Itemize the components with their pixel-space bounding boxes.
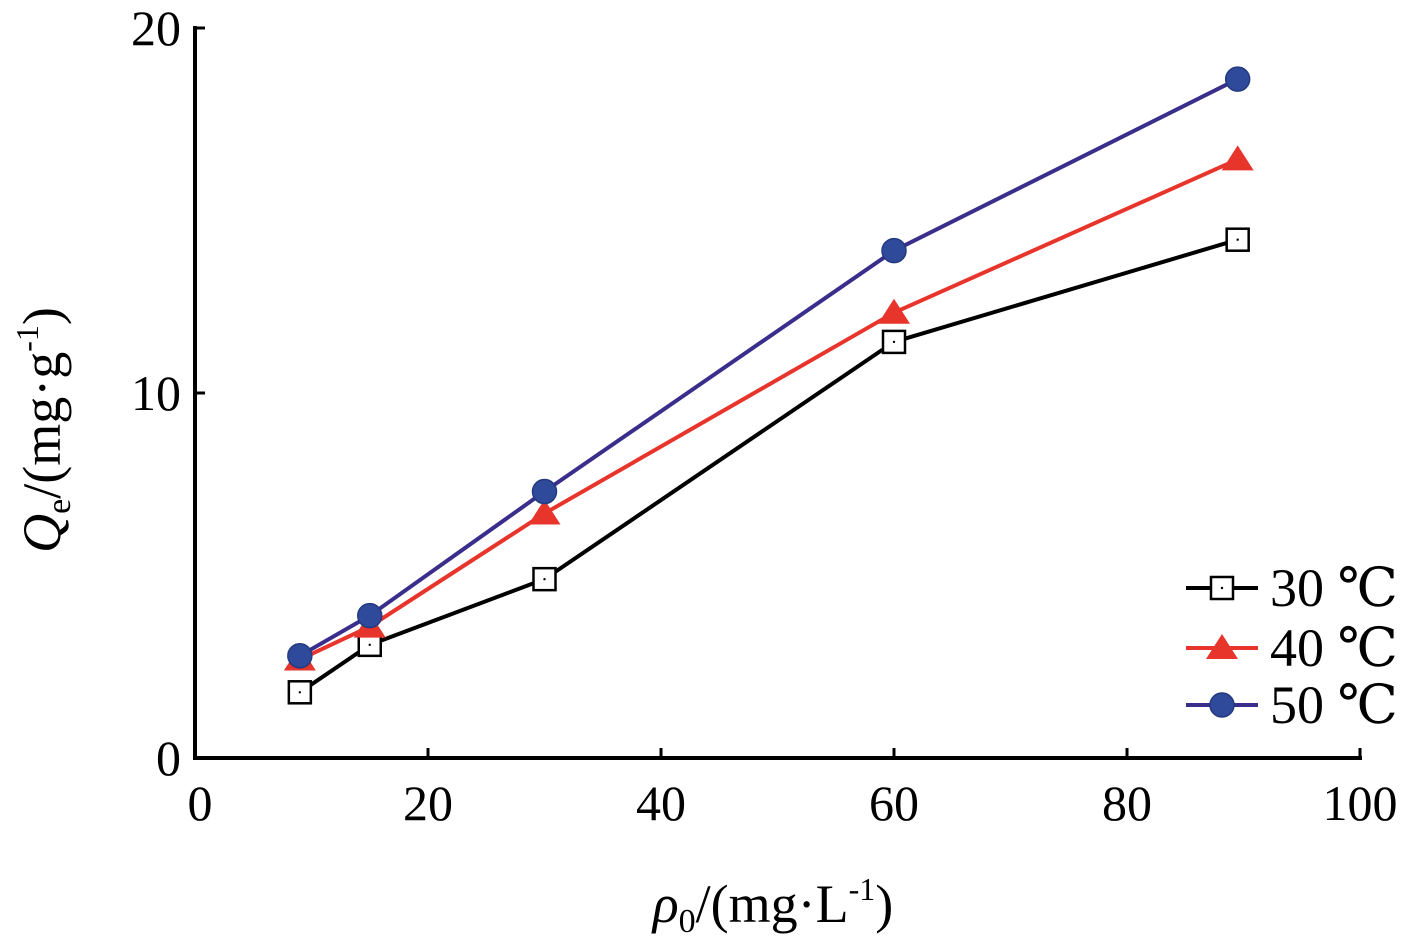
legend-label: 50 ℃: [1270, 675, 1398, 735]
data-point: [287, 643, 313, 669]
y-tick-label: 10: [131, 365, 181, 421]
legend-marker: [1209, 692, 1235, 718]
series-2: [283, 145, 1254, 671]
y-axis-title: Qe/(mg·g-1): [9, 307, 78, 553]
x-tick-label: 0: [188, 775, 213, 831]
legend-entry-2: 40 ℃: [1186, 618, 1398, 678]
plot-area: [283, 66, 1254, 705]
x-axis-title: ρ0/(mg·L-1): [651, 871, 894, 940]
data-point: [881, 329, 907, 355]
data-point: [878, 298, 910, 324]
data-point: [532, 566, 557, 592]
y-tick-label: 0: [156, 730, 181, 786]
axis-titles: Qe/(mg·g-1) ρ0/(mg·L-1): [9, 307, 893, 940]
legend-entry-3: 50 ℃: [1186, 675, 1398, 735]
data-point: [357, 602, 383, 629]
legend-marker: [1209, 575, 1235, 601]
legend-marker: [1206, 634, 1238, 659]
data-point: [881, 237, 907, 264]
data-point: [1224, 66, 1251, 92]
series-line: [298, 77, 1239, 658]
x-tick-label: 20: [403, 775, 453, 831]
x-tick-label: 100: [1323, 775, 1398, 831]
legend-label: 30 ℃: [1270, 558, 1398, 618]
x-tick-label: 40: [636, 775, 686, 831]
legend-entry-1: 30 ℃: [1186, 558, 1398, 618]
data-point: [1221, 145, 1254, 171]
y-tick-label: 20: [131, 0, 181, 56]
legend: 30 ℃40 ℃50 ℃: [1186, 558, 1398, 735]
series-line: [298, 237, 1239, 694]
data-point: [528, 499, 561, 525]
series-line: [298, 157, 1239, 662]
data-point: [531, 478, 558, 505]
series-1: [287, 227, 1250, 705]
x-tick-label: 60: [869, 775, 919, 831]
legend-label: 40 ℃: [1270, 618, 1398, 678]
data-point: [287, 680, 313, 705]
x-tick-label: 80: [1102, 775, 1152, 831]
axes: 0 20 40 60 80 100 0 10 20: [131, 0, 1398, 831]
data-point: [1225, 227, 1250, 252]
series-3: [287, 66, 1251, 669]
